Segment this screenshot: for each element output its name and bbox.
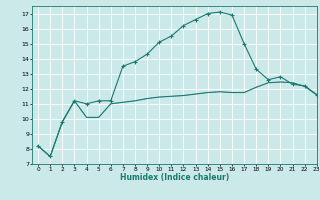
X-axis label: Humidex (Indice chaleur): Humidex (Indice chaleur) [120, 173, 229, 182]
